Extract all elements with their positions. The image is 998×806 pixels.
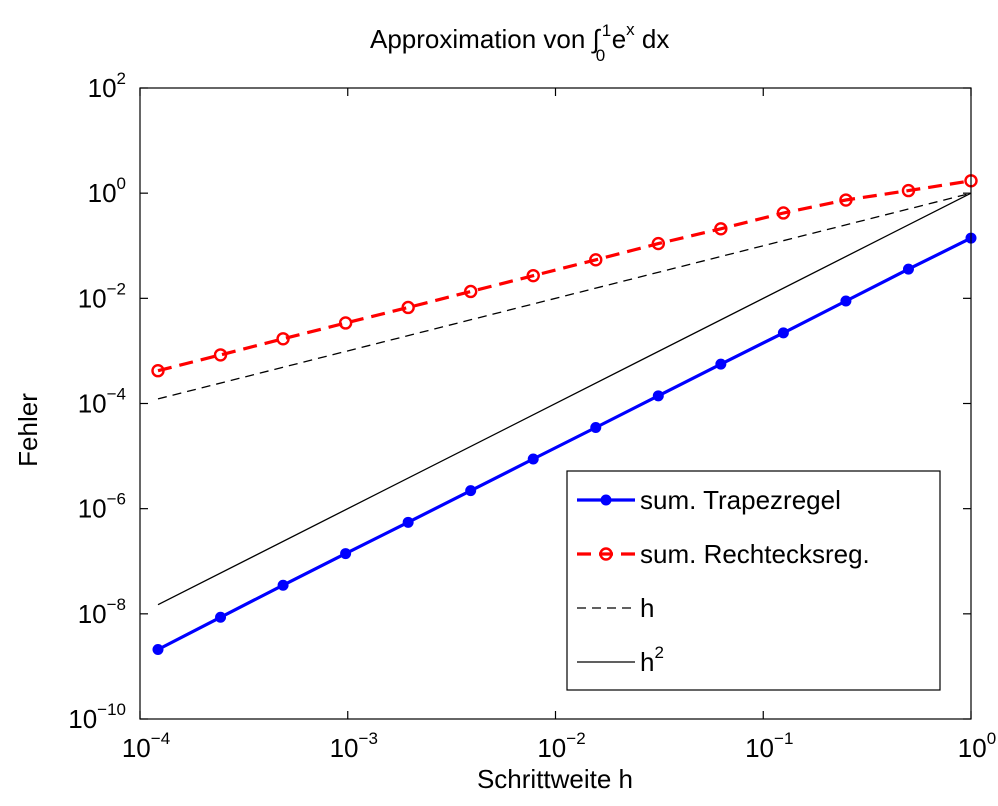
- series-1-point: [777, 327, 789, 339]
- series-2-point: [401, 300, 415, 315]
- legend-label-1-text: sum. Trapezregel: [640, 485, 841, 515]
- y-tick-label-base: 10: [88, 73, 117, 103]
- y-tick-label-base: 10: [78, 494, 107, 524]
- series-1-point: [465, 485, 477, 497]
- legend-label-2-text: sum. Rechtecksreg.: [640, 539, 870, 569]
- y-tick-label: 10−10: [68, 700, 126, 734]
- series-1-point: [277, 579, 289, 591]
- y-tick-label-base: 10: [88, 178, 117, 208]
- series-1-point: [840, 295, 852, 307]
- x-tick-label-base: 10: [537, 733, 566, 763]
- title-integral-upper-limit: 1: [602, 21, 611, 40]
- y-tick-label: 100: [88, 174, 126, 208]
- title-integrand-dx: dx: [635, 24, 670, 54]
- series-line-1: [157, 236, 972, 651]
- x-tick-label-exponent: 0: [987, 729, 996, 748]
- title-integrand: ex dx: [612, 20, 670, 54]
- x-tick-label-exponent: −1: [774, 729, 793, 748]
- x-tick-label-base: 10: [122, 733, 151, 763]
- series-line-2: [157, 179, 972, 373]
- series-1-point: [590, 421, 602, 433]
- y-tick-label-base: 10: [78, 599, 107, 629]
- series-1-point: [340, 548, 352, 560]
- x-tick-label-base: 10: [330, 733, 359, 763]
- x-tick-label-exponent: −2: [566, 729, 585, 748]
- title-integral-lower-limit: 0: [596, 46, 605, 65]
- legend-label-4: h2: [640, 643, 664, 677]
- series-line-4: [157, 192, 972, 606]
- y-tick-label-exponent: −2: [107, 279, 126, 298]
- y-tick-label-exponent: 2: [117, 69, 126, 88]
- series-2-point: [526, 268, 540, 283]
- title-integrand-exponent: x: [626, 20, 635, 39]
- series-1-point: [152, 643, 164, 655]
- series-line-3: [157, 192, 972, 400]
- series-1-point: [215, 611, 227, 623]
- x-tick-label-exponent: −3: [359, 729, 378, 748]
- chart-title: Approximation von ∫ 1 0 ex dx: [370, 20, 669, 65]
- y-tick-label-exponent: −10: [97, 700, 126, 719]
- y-tick-label-exponent: −6: [107, 490, 126, 509]
- y-tick-label: 10−4: [78, 385, 126, 419]
- y-tick-label: 10−2: [78, 279, 126, 313]
- x-tick-label: 100: [958, 729, 996, 763]
- plot-series: [151, 174, 978, 655]
- series-2-point: [338, 316, 353, 330]
- series-2-point: [901, 183, 916, 198]
- legend-label-4-text: h: [640, 647, 654, 677]
- title-integrand-base: e: [612, 24, 626, 54]
- series-2-point: [589, 253, 603, 267]
- series-2-point: [714, 222, 728, 236]
- legend-box: [566, 470, 941, 691]
- x-tick-label-exponent: −4: [151, 729, 170, 748]
- legend-marker-1: [600, 494, 612, 506]
- y-tick-label: 102: [88, 69, 126, 103]
- series-1-point: [715, 358, 727, 370]
- y-tick-label-exponent: −8: [107, 595, 126, 614]
- y-tick-label-base: 10: [78, 283, 107, 313]
- x-tick-label: 10−3: [330, 729, 378, 763]
- legend-label-3-text: h: [640, 593, 654, 623]
- y-tick-label: 10−6: [78, 490, 126, 524]
- series-2-point: [776, 206, 791, 220]
- series-2-point: [651, 236, 666, 251]
- series-1-point: [527, 453, 539, 465]
- x-tick-label-base: 10: [958, 733, 987, 763]
- y-axis-label: Fehler: [13, 393, 43, 467]
- series-1-point: [652, 390, 664, 402]
- legend-label-3: h: [640, 593, 654, 623]
- series-2-point: [213, 348, 228, 362]
- chart-title-text: Approximation von ∫: [370, 24, 602, 54]
- y-tick-label-exponent: 0: [117, 174, 126, 193]
- legend-label-4-exponent: 2: [654, 643, 663, 662]
- series-1-point: [402, 516, 414, 528]
- x-tick-label-base: 10: [745, 733, 774, 763]
- plot-area-frame: [139, 87, 972, 720]
- series-2-point: [463, 284, 478, 299]
- x-tick-label: 10−2: [537, 729, 585, 763]
- x-tick-label: 10−1: [745, 729, 793, 763]
- y-tick-label: 10−8: [78, 595, 126, 629]
- y-tick-label-exponent: −4: [107, 385, 126, 404]
- x-axis-label: Schrittweite h: [477, 764, 633, 794]
- series-1-point: [902, 263, 914, 275]
- legend-label-1: sum. Trapezregel: [640, 485, 841, 515]
- x-tick-label: 10−4: [122, 729, 170, 763]
- axis-ticks: 10−4 10−3 10−2 10−1 10010−1010−810−610−410−2…: [68, 69, 996, 763]
- y-tick-label-base: 10: [78, 389, 107, 419]
- series-2-point: [151, 364, 165, 378]
- series-2-point: [839, 193, 853, 207]
- series-2-point: [276, 332, 290, 346]
- y-tick-label-base: 10: [68, 704, 97, 734]
- legend-label-2: sum. Rechtecksreg.: [640, 539, 870, 569]
- legend-marker-2: [599, 547, 613, 561]
